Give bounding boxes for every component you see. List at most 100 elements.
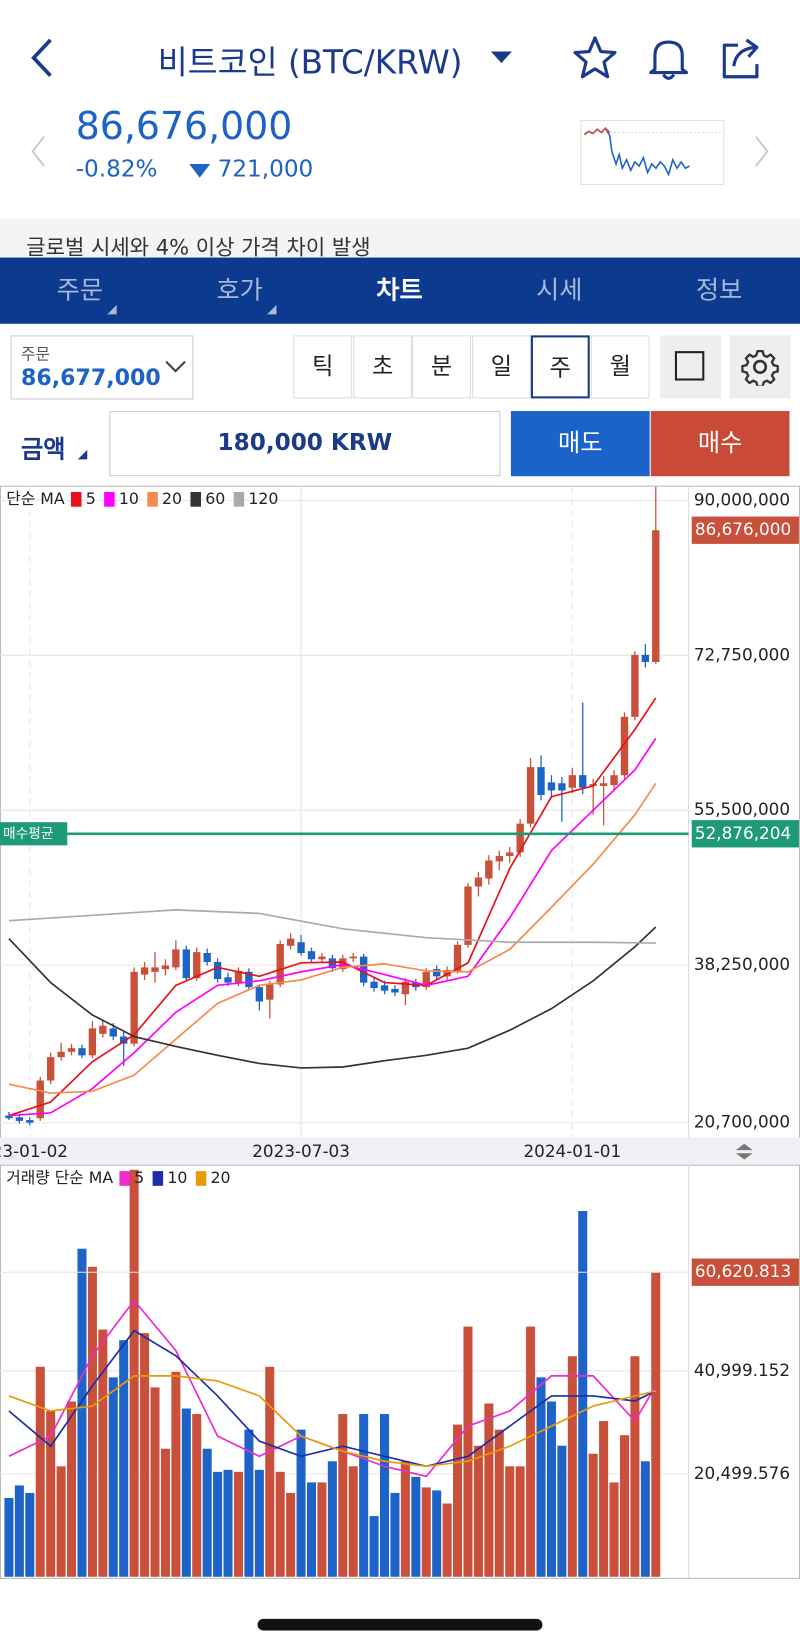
chevron-down[interactable] [164,360,187,375]
volume-bar [453,1424,463,1577]
star-icon[interactable] [572,35,618,81]
x-tick-label: 23-01-02 [0,1141,68,1161]
period-button-active[interactable]: 주 [530,335,590,399]
y-tick-label: 38,250,000 [694,954,790,974]
tab-indicator [267,304,277,315]
down-arrow [189,163,211,178]
candle-body [547,782,556,791]
volume-bar [327,1461,337,1577]
order-label: 주문 [21,344,51,364]
volume-bar [192,1414,202,1577]
plot-area [0,1169,689,1577]
period-button[interactable]: 틱 [293,335,353,399]
legend-swatch [119,1171,130,1186]
candle-body [130,971,138,1044]
period-button[interactable]: 초 [353,335,413,399]
volume-bar [254,1469,264,1577]
volume-bar [265,1366,275,1577]
amount-label[interactable]: 금액 [21,436,66,464]
tab-active[interactable]: 차트 [376,275,423,305]
tab-indicator [107,304,117,315]
ma-line [8,926,657,1069]
candle-body [516,823,524,853]
period-button[interactable]: 일 [472,335,531,399]
tab[interactable]: 호가 [216,275,263,305]
x-tick-label: 2023-07-03 [252,1141,350,1161]
volume-bar [411,1476,421,1577]
candle-body [568,775,576,788]
candle-body [401,981,410,995]
volume-bar [536,1377,546,1577]
layout-icon [674,351,705,381]
volume-bar [515,1466,525,1577]
candle-body [99,1025,107,1034]
candle-body [652,530,660,663]
back-button[interactable] [25,36,61,80]
order-price-box[interactable] [10,335,194,400]
mini-chart [580,119,725,186]
volume-bar [233,1471,243,1577]
volume-bar [25,1492,35,1577]
volume-bar [296,1429,306,1577]
next-arrow[interactable] [751,135,774,169]
candle-body [485,860,493,879]
dropdown-icon[interactable] [490,50,513,65]
scroll-icon [735,1143,753,1160]
legend-label: 20 [162,489,182,508]
buy-button[interactable]: 매수 [650,411,790,477]
candle-body [26,1120,34,1123]
y-tick-label: 20,700,000 [694,1112,790,1132]
volume-bar [119,1340,129,1577]
candle-body [224,977,232,983]
legend-label: 5 [86,489,96,508]
tab[interactable]: 정보 [695,275,743,305]
candle-body [5,1115,13,1119]
amount-input[interactable]: 180,000 KRW [109,411,501,477]
home-indicator [257,1618,543,1631]
volume-bar [129,1169,139,1577]
bell-icon[interactable] [645,35,691,81]
y-tick-label: 90,000,000 [694,489,790,509]
volume-bar [546,1401,556,1577]
legend-swatch [70,491,82,507]
candle-body [599,783,608,786]
volume-bar [275,1471,285,1577]
plot-area [0,486,689,1138]
candle-body [109,1028,117,1037]
legend-label: 5 [134,1168,144,1187]
candle-body [286,938,295,946]
notice-bar [0,218,800,258]
candle-body [57,1051,65,1058]
coin-title[interactable]: 비트코인 (BTC/KRW) [157,44,463,82]
share-icon[interactable] [719,35,765,81]
volume-bar [588,1453,598,1577]
candle-body [234,970,243,984]
settings-button[interactable] [729,335,791,399]
candle-body [328,958,337,969]
sell-button[interactable]: 매도 [510,411,650,477]
volume-bar [578,1211,588,1577]
legend-label: 10 [167,1168,187,1187]
volume-bar [390,1492,400,1577]
legend-swatch [104,491,115,507]
layout-button[interactable] [660,335,722,399]
candle-body [88,1028,97,1056]
tab[interactable]: 주문 [56,275,104,305]
volume-bar [359,1414,369,1577]
current-value-tag [691,1258,799,1286]
volume-bar [4,1497,14,1577]
tab[interactable]: 시세 [536,275,583,305]
volume-bar [150,1387,160,1577]
period-button[interactable]: 월 [590,335,650,399]
volume-bar [619,1435,630,1577]
candle-body [579,775,587,788]
volume-bar [338,1414,348,1577]
volume-bar [557,1445,567,1577]
prev-arrow[interactable] [27,135,50,169]
average-value: 52,876,204 [695,823,791,843]
volume-bar [223,1469,233,1577]
candle-body [380,985,389,991]
period-button[interactable]: 분 [412,335,471,399]
legend-label: 10 [119,489,139,508]
volume-bar [380,1414,390,1577]
